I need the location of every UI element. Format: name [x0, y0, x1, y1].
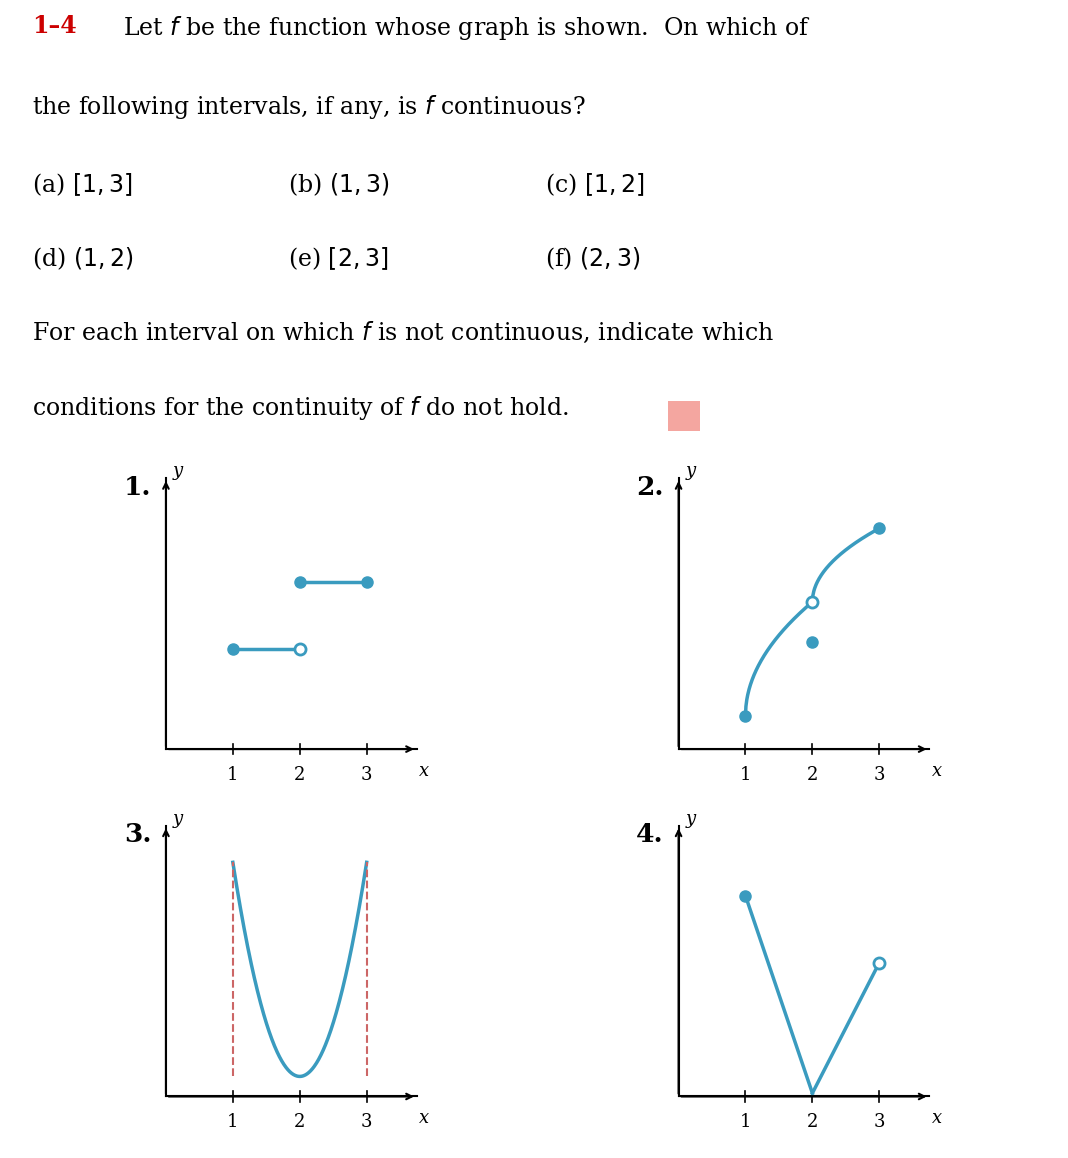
Text: 2.: 2.	[637, 475, 664, 500]
Text: y: y	[686, 809, 695, 828]
Text: 1: 1	[740, 1113, 751, 1131]
Text: 3.: 3.	[124, 822, 152, 848]
Text: 1.: 1.	[124, 475, 152, 500]
Text: 2: 2	[806, 765, 818, 784]
Text: y: y	[686, 462, 695, 481]
Text: (f) $(2, 3)$: (f) $(2, 3)$	[545, 245, 640, 272]
Text: (a) $[1, 3]$: (a) $[1, 3]$	[32, 171, 132, 198]
Text: the following intervals, if any, is $f$ continuous?: the following intervals, if any, is $f$ …	[32, 93, 585, 120]
Text: 3: 3	[361, 1113, 373, 1131]
Text: (d) $(1, 2)$: (d) $(1, 2)$	[32, 245, 134, 272]
Text: 3: 3	[874, 765, 885, 784]
Text: y: y	[173, 809, 183, 828]
Text: 1–4: 1–4	[32, 14, 77, 38]
Text: 3: 3	[361, 765, 373, 784]
Text: 2: 2	[806, 1113, 818, 1131]
Text: For each interval on which $f$ is not continuous, indicate which: For each interval on which $f$ is not co…	[32, 320, 774, 345]
Text: x: x	[419, 1109, 429, 1127]
Text: 1: 1	[227, 1113, 238, 1131]
Text: 1: 1	[227, 765, 238, 784]
Text: (c) $[1, 2]$: (c) $[1, 2]$	[545, 171, 644, 198]
Text: Let $f$ be the function whose graph is shown.  On which of: Let $f$ be the function whose graph is s…	[123, 14, 811, 42]
Text: (e) $[2, 3]$: (e) $[2, 3]$	[288, 245, 389, 272]
Text: x: x	[931, 762, 942, 779]
Text: 3: 3	[874, 1113, 885, 1131]
Text: 2: 2	[294, 1113, 305, 1131]
Text: 4.: 4.	[637, 822, 664, 848]
Text: 1: 1	[740, 765, 751, 784]
Text: y: y	[173, 462, 183, 481]
Text: (b) $(1, 3)$: (b) $(1, 3)$	[288, 171, 390, 198]
Text: x: x	[931, 1109, 942, 1127]
Text: 2: 2	[294, 765, 305, 784]
FancyBboxPatch shape	[668, 401, 700, 431]
Text: conditions for the continuity of $f$ do not hold.: conditions for the continuity of $f$ do …	[32, 394, 568, 422]
Text: x: x	[419, 762, 429, 779]
